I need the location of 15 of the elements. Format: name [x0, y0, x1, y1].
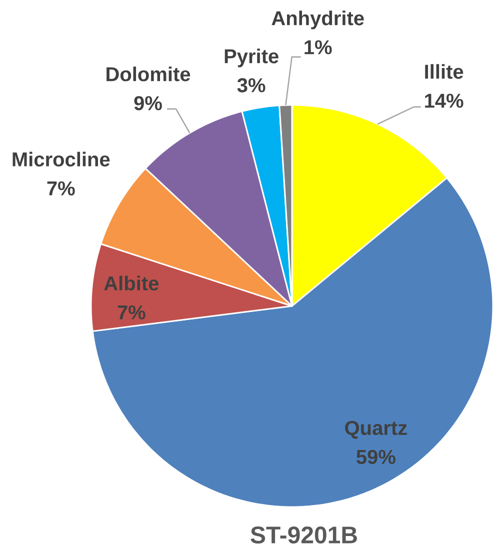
data-label: 7% [118, 305, 146, 320]
slice-label: Albite [104, 276, 159, 290]
data-label: 1% [304, 40, 332, 54]
data-label: 7% [47, 181, 75, 196]
slice-label: Dolomite [106, 66, 190, 82]
text: ST-9201B [250, 526, 357, 544]
data-label: 59% [356, 450, 396, 464]
slice-label: Illite [425, 64, 464, 79]
slice-label: Microcline [12, 152, 110, 167]
data-label: 3% [237, 78, 266, 92]
data-label: 14% [425, 94, 464, 108]
data-label: 9% [134, 96, 162, 110]
slice-label: Anhydrite [272, 10, 364, 30]
slice-label: Quartz [345, 420, 407, 439]
slice-label: Pyrite [224, 48, 278, 68]
